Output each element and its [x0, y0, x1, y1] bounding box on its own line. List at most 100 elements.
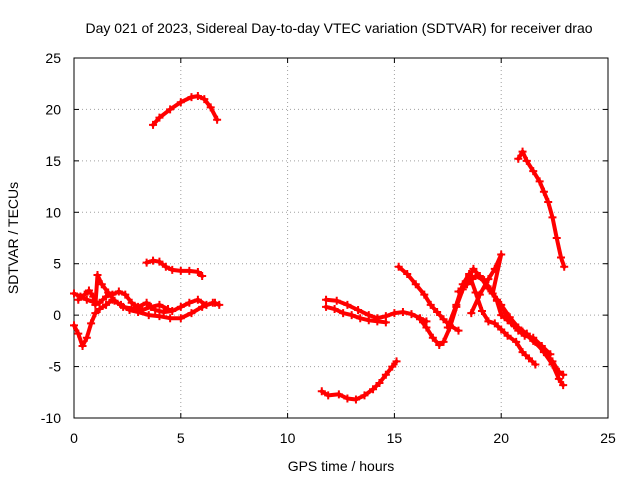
data-point [518, 348, 527, 357]
data-point [70, 321, 78, 330]
y-tick-label: 20 [45, 101, 61, 117]
data-point [110, 296, 119, 305]
data-point [477, 307, 486, 316]
data-point [557, 253, 566, 262]
y-tick-label: 15 [45, 153, 61, 169]
series-arc-13 [467, 250, 568, 390]
x-tick-label: 10 [280, 430, 296, 446]
data-point [439, 315, 448, 324]
data-point [187, 93, 196, 102]
data-point [443, 323, 452, 332]
data-point [206, 103, 215, 112]
data-point [514, 323, 523, 332]
data-point [369, 385, 378, 394]
data-point [155, 257, 164, 266]
data-point [114, 287, 123, 296]
data-point [334, 390, 343, 399]
y-tick-label: 5 [53, 256, 61, 272]
data-point [339, 309, 348, 318]
data-point [560, 262, 569, 271]
data-point [332, 296, 341, 305]
series-arc-1 [149, 92, 222, 129]
data-point [381, 370, 390, 379]
data-point [168, 307, 177, 316]
data-point [322, 302, 331, 311]
y-tick-label: 10 [45, 204, 61, 220]
data-point [524, 354, 533, 363]
data-point [166, 314, 175, 323]
data-point [155, 312, 164, 321]
data-point [531, 360, 540, 369]
x-tick-label: 25 [600, 430, 616, 446]
series-line [445, 272, 538, 367]
data-point [484, 317, 493, 326]
data-point [420, 290, 429, 299]
data-point [161, 262, 170, 271]
data-point [142, 258, 151, 267]
series-arc-2 [142, 256, 207, 281]
data-point [475, 290, 484, 299]
data-point [89, 292, 98, 301]
x-tick-label: 0 [70, 430, 78, 446]
data-point [484, 275, 493, 284]
series-arc-8 [322, 302, 390, 327]
y-tick-label: -10 [41, 410, 61, 426]
data-point [514, 154, 523, 163]
y-tick-label: 25 [45, 50, 61, 66]
data-point [497, 300, 506, 309]
y-axis-label: SDTVAR / TECUs [5, 182, 21, 294]
data-point [381, 318, 390, 327]
data-point [535, 177, 544, 186]
data-point [398, 308, 407, 317]
data-point [469, 264, 478, 273]
data-point [93, 271, 102, 280]
data-point [168, 265, 177, 274]
data-point [518, 147, 527, 156]
data-point [354, 306, 363, 314]
data-point [176, 98, 185, 107]
data-point [559, 370, 568, 379]
data-point [428, 333, 437, 342]
data-point [522, 156, 531, 165]
data-point [317, 387, 326, 396]
data-point [185, 298, 194, 307]
x-tick-label: 15 [387, 430, 403, 446]
data-point [531, 337, 540, 346]
data-point [347, 311, 356, 320]
data-point [488, 289, 497, 298]
data-point [559, 381, 568, 390]
x-tick-label: 5 [177, 430, 185, 446]
data-point [193, 295, 202, 304]
data-point [471, 272, 480, 281]
data-point [539, 348, 548, 357]
data-point [471, 288, 480, 297]
data-point [91, 300, 100, 309]
data-point [454, 326, 463, 335]
data-point [497, 250, 506, 259]
data-point [185, 266, 194, 275]
data-point [394, 262, 403, 271]
data-point [119, 302, 128, 311]
data-point [411, 280, 420, 289]
data-point [87, 319, 96, 328]
data-point [176, 314, 185, 323]
data-point [155, 113, 164, 122]
data-point [554, 374, 563, 383]
data-point [544, 198, 553, 206]
data-point [70, 289, 78, 298]
data-point [176, 302, 185, 311]
data-point [463, 280, 472, 289]
data-point [202, 300, 211, 309]
data-point [149, 120, 158, 129]
data-point [163, 304, 172, 313]
data-point [343, 300, 352, 309]
data-point [497, 311, 506, 320]
data-point [388, 362, 397, 371]
data-point [155, 300, 164, 309]
plot-frame [73, 57, 609, 419]
data-point [503, 331, 512, 340]
data-point [138, 306, 147, 314]
data-point [121, 290, 130, 299]
